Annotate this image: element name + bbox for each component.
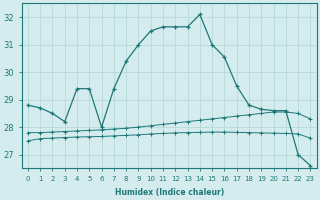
X-axis label: Humidex (Indice chaleur): Humidex (Indice chaleur) (115, 188, 224, 197)
